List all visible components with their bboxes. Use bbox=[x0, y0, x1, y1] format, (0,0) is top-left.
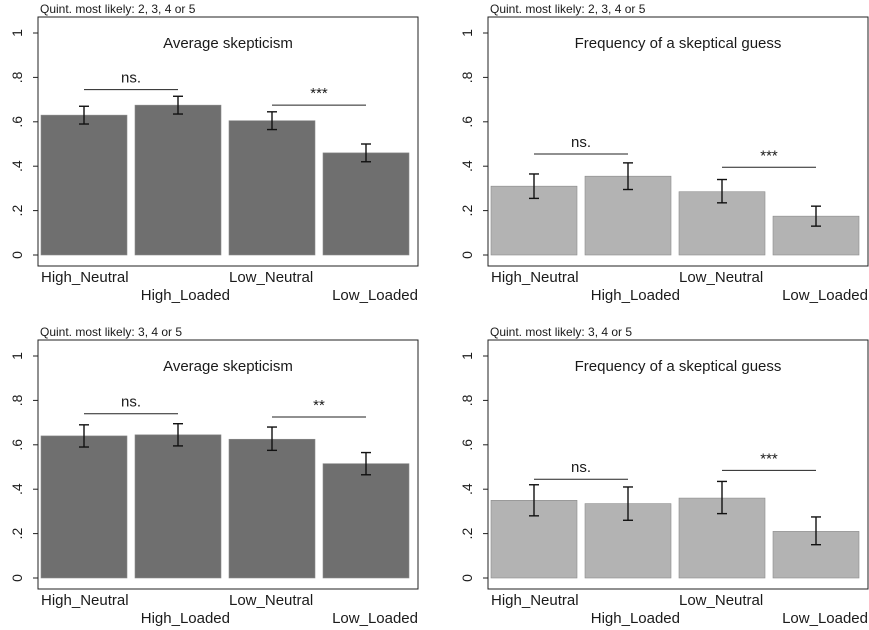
bar-Low_Neutral bbox=[228, 120, 316, 256]
x-category-label: Low_Neutral bbox=[679, 592, 763, 609]
y-tick-label: 0 bbox=[9, 574, 25, 582]
x-category-label: Low_Loaded bbox=[782, 287, 868, 304]
x-category-label: Low_Neutral bbox=[229, 592, 313, 609]
y-tick-label: 1 bbox=[459, 29, 475, 37]
bar-High_Loaded bbox=[134, 434, 222, 579]
significance-label: *** bbox=[760, 147, 778, 164]
chart-title: Average skepticism bbox=[163, 35, 293, 52]
significance-label: ns. bbox=[571, 134, 591, 151]
y-tick-label: .2 bbox=[459, 205, 475, 217]
bar-Low_Loaded bbox=[322, 463, 410, 579]
x-category-label: High_Neutral bbox=[41, 592, 129, 609]
bar-Low_Loaded bbox=[322, 152, 410, 256]
y-tick-label: 0 bbox=[9, 251, 25, 259]
y-tick-label: 0 bbox=[459, 251, 475, 259]
y-tick-label: 1 bbox=[459, 352, 475, 360]
chart-title: Average skepticism bbox=[163, 358, 293, 375]
y-tick-label: 0 bbox=[459, 574, 475, 582]
y-tick-label: .8 bbox=[9, 394, 25, 406]
y-tick-label: .8 bbox=[459, 71, 475, 83]
y-tick-label: 1 bbox=[9, 29, 25, 37]
significance-label: ns. bbox=[121, 70, 141, 87]
y-tick-label: .4 bbox=[459, 483, 475, 495]
chart-note: Quint. most likely: 3, 4 or 5 bbox=[40, 325, 182, 339]
y-tick-label: .8 bbox=[9, 71, 25, 83]
significance-label: ns. bbox=[571, 459, 591, 476]
bar-High_Neutral bbox=[40, 435, 128, 579]
x-category-label: High_Neutral bbox=[41, 269, 129, 286]
x-category-label: High_Loaded bbox=[591, 610, 680, 627]
y-tick-label: .4 bbox=[9, 483, 25, 495]
y-tick-label: .6 bbox=[9, 116, 25, 128]
bar-High_Loaded bbox=[134, 104, 222, 256]
significance-label: ** bbox=[313, 397, 325, 414]
significance-label: ns. bbox=[121, 394, 141, 411]
y-tick-label: .6 bbox=[459, 116, 475, 128]
x-category-label: Low_Neutral bbox=[229, 269, 313, 286]
y-tick-label: .2 bbox=[9, 205, 25, 217]
chart-panel-4: Quint. most likely: 3, 4 or 5 Frequency o… bbox=[459, 325, 869, 627]
y-tick-label: .4 bbox=[459, 160, 475, 172]
x-category-label: High_Neutral bbox=[491, 269, 579, 286]
x-category-label: High_Loaded bbox=[141, 610, 230, 627]
y-tick-label: .4 bbox=[9, 160, 25, 172]
chart-note: Quint. most likely: 3, 4 or 5 bbox=[490, 325, 632, 339]
chart-panel-2: Quint. most likely: 2, 3, 4 or 5 Frequenc… bbox=[459, 2, 869, 304]
chart-panel-1: Quint. most likely: 2, 3, 4 or 5 Average … bbox=[9, 2, 419, 304]
x-category-label: Low_Neutral bbox=[679, 269, 763, 286]
y-tick-label: .2 bbox=[459, 528, 475, 540]
chart-title: Frequency of a skeptical guess bbox=[575, 35, 782, 52]
y-tick-label: .6 bbox=[459, 439, 475, 451]
x-category-label: Low_Loaded bbox=[332, 287, 418, 304]
y-tick-label: .6 bbox=[9, 439, 25, 451]
significance-label: *** bbox=[760, 450, 778, 467]
x-category-label: High_Loaded bbox=[141, 287, 230, 304]
x-category-label: High_Loaded bbox=[591, 287, 680, 304]
bar-High_Neutral bbox=[490, 185, 578, 256]
x-category-label: High_Neutral bbox=[491, 592, 579, 609]
bar-Low_Loaded bbox=[772, 215, 860, 256]
chart-note: Quint. most likely: 2, 3, 4 or 5 bbox=[40, 2, 196, 16]
significance-label: *** bbox=[310, 85, 328, 102]
bar-High_Neutral bbox=[40, 114, 128, 256]
bar-Low_Neutral bbox=[228, 438, 316, 579]
chart-panel-3: Quint. most likely: 3, 4 or 5 Average ske… bbox=[9, 325, 419, 627]
x-category-label: Low_Loaded bbox=[782, 610, 868, 627]
y-tick-label: .8 bbox=[459, 394, 475, 406]
chart-note: Quint. most likely: 2, 3, 4 or 5 bbox=[490, 2, 646, 16]
y-tick-label: 1 bbox=[9, 352, 25, 360]
y-tick-label: .2 bbox=[9, 528, 25, 540]
chart-title: Frequency of a skeptical guess bbox=[575, 358, 782, 375]
x-category-label: Low_Loaded bbox=[332, 610, 418, 627]
